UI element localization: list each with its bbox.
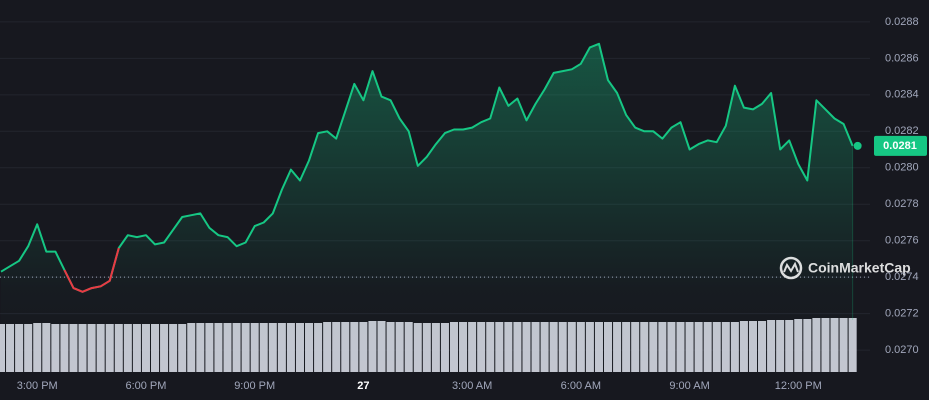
last-price-label: 0.0281 bbox=[883, 140, 917, 152]
x-tick-label: 9:00 PM bbox=[234, 380, 275, 392]
y-tick-label: 0.0278 bbox=[885, 198, 919, 210]
x-tick-label: 6:00 AM bbox=[561, 380, 601, 392]
logo-mark bbox=[783, 261, 799, 273]
last-point bbox=[853, 141, 862, 150]
y-tick-label: 0.0274 bbox=[885, 271, 919, 283]
y-tick-label: 0.0276 bbox=[885, 235, 919, 247]
last-price-tag bbox=[874, 135, 927, 156]
price-area bbox=[1, 43, 853, 373]
y-tick-label: 0.0270 bbox=[885, 344, 919, 356]
volume-bar bbox=[848, 318, 857, 372]
x-tick-label: 3:00 PM bbox=[17, 380, 58, 392]
axes: 0.0270 0.0272 0.0274 0.0276 0.0278 0.0280 0.02… bbox=[17, 16, 927, 392]
y-tick-label: 0.0284 bbox=[885, 89, 919, 101]
x-tick-label: 12:00 PM bbox=[775, 380, 822, 392]
price-line bbox=[0, 42, 854, 293]
y-tick-label: 0.0286 bbox=[885, 52, 919, 64]
y-tick-label: 0.0272 bbox=[885, 308, 919, 320]
y-tick-label: 0.0282 bbox=[885, 125, 919, 137]
x-tick-label: 9:00 AM bbox=[669, 380, 709, 392]
x-tick-label: 27 bbox=[357, 380, 369, 392]
brand: CoinMarketCap bbox=[808, 260, 911, 276]
y-tick-label: 0.0280 bbox=[885, 162, 919, 174]
price-line-layer bbox=[0, 42, 862, 373]
price-line-down bbox=[63, 247, 120, 293]
x-tick-label: 3:00 AM bbox=[452, 380, 492, 392]
x-tick-label: 6:00 PM bbox=[125, 380, 166, 392]
y-tick-label: 0.0288 bbox=[885, 16, 919, 28]
watermark: CoinMarketCap bbox=[779, 256, 911, 280]
logo bbox=[779, 256, 803, 280]
